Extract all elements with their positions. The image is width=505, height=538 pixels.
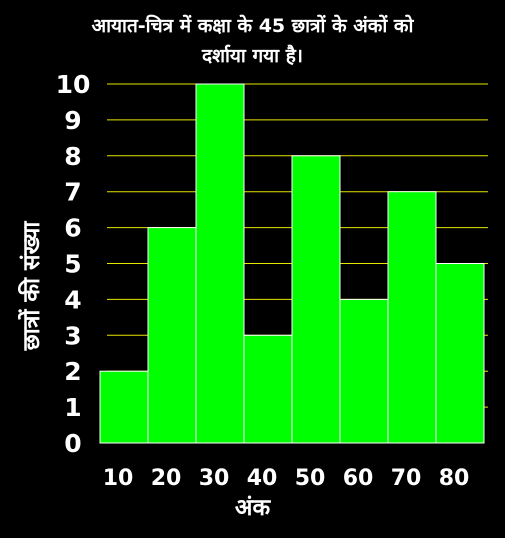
y-tick-label: 6 (64, 214, 81, 243)
x-tick-label: 20 (151, 466, 182, 491)
histogram-bar-8 (435, 263, 485, 444)
y-tick-label: 8 (64, 142, 81, 171)
x-tick-label: 40 (247, 466, 278, 491)
y-tick-label: 10 (56, 70, 91, 99)
x-tick-label: 60 (343, 466, 374, 491)
y-tick-label: 9 (64, 106, 81, 135)
chart-title-line-1: आयात-चित्र में कक्षा के 45 छात्रों के अं… (91, 15, 414, 37)
y-tick-label: 5 (64, 250, 81, 279)
histogram-bar-4 (243, 334, 293, 444)
histogram-bar-3 (195, 83, 245, 444)
y-tick-label: 7 (64, 178, 81, 207)
x-axis-label: अंक (234, 495, 271, 521)
y-tick-label: 4 (64, 285, 81, 314)
x-tick-label: 10 (103, 466, 134, 491)
x-tick-label: 50 (295, 466, 326, 491)
histogram-bar-6 (339, 298, 389, 444)
x-tick-label: 30 (199, 466, 230, 491)
y-tick-label: 0 (64, 429, 81, 458)
histogram-bar-2 (147, 227, 197, 444)
y-tick-label: 2 (64, 357, 81, 386)
chart-title-line-2: दर्शाया गया है। (201, 45, 304, 67)
histogram-bar-1 (99, 370, 149, 444)
histogram-bar-7 (387, 191, 437, 444)
x-tick-label: 70 (391, 466, 422, 491)
y-axis-label: छात्रों की संख्या (19, 221, 45, 351)
histogram-bar-5 (291, 155, 341, 444)
x-tick-label: 80 (439, 466, 470, 491)
y-tick-label: 3 (64, 321, 81, 350)
y-tick-label: 1 (64, 393, 81, 422)
